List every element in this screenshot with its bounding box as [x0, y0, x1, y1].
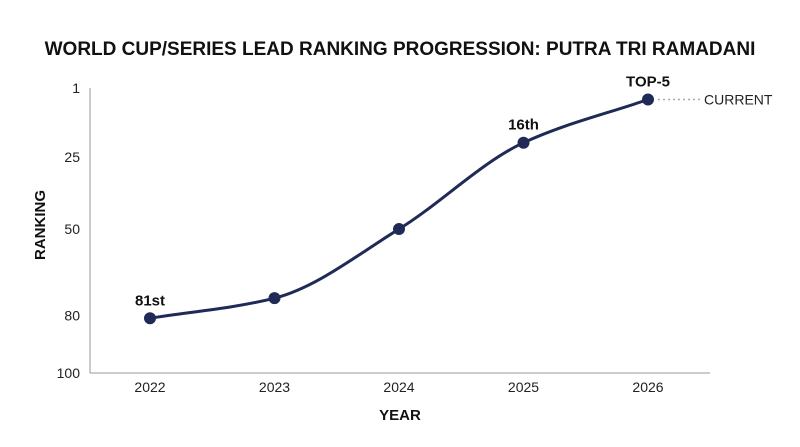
- x-tick-labels: 2022 2023 2024 2025 2026: [134, 379, 663, 395]
- chart-title: WORLD CUP/SERIES LEAD RANKING PROGRESSIO…: [45, 39, 756, 60]
- x-tick-label: 2023: [259, 379, 290, 395]
- data-point-marker: [393, 223, 405, 236]
- y-tick-label: 1: [72, 80, 80, 96]
- x-axis-label: YEAR: [379, 407, 421, 424]
- current-annotation-text: CURRENT: [704, 92, 773, 108]
- data-labels: 81st 16th TOP-5: [135, 74, 670, 310]
- x-tick-label: 2025: [508, 379, 539, 395]
- data-point-marker: [268, 292, 281, 305]
- x-tick-label: 2026: [632, 379, 663, 395]
- data-label: 16th: [508, 117, 539, 134]
- series-markers: [144, 93, 654, 325]
- y-tick-label: 80: [64, 307, 80, 323]
- y-tick-label: 50: [64, 221, 80, 237]
- data-point-marker: [144, 312, 156, 325]
- y-tick-label: 25: [64, 149, 80, 165]
- y-tick-labels: 1 25 50 80 100: [57, 80, 81, 381]
- y-axis-label: RANKING: [32, 190, 49, 260]
- data-label: 81st: [135, 292, 165, 309]
- x-tick-label: 2022: [134, 379, 165, 395]
- x-tick-label: 2024: [383, 379, 414, 395]
- data-label: TOP-5: [626, 74, 670, 91]
- series-line: [148, 98, 650, 320]
- data-point-marker: [517, 136, 530, 149]
- data-point-marker: [642, 93, 654, 106]
- y-tick-label: 100: [57, 365, 81, 381]
